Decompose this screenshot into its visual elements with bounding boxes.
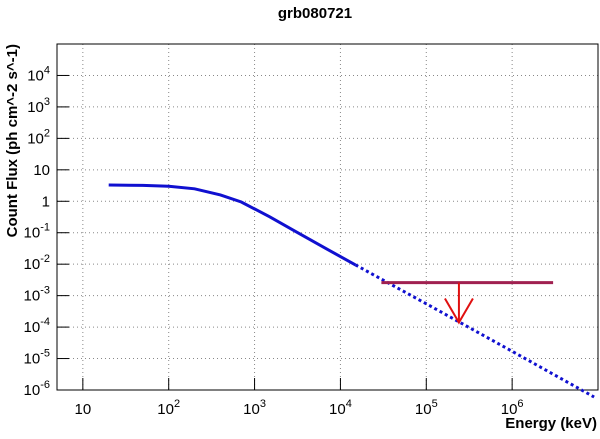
chart-title: grb080721 <box>278 5 352 22</box>
upper-limit-arrowhead <box>444 297 474 325</box>
y-tick-label: 10-1 <box>24 222 50 242</box>
y-tick-label: 1 <box>42 193 50 210</box>
y-tick-label: 10-3 <box>24 285 50 305</box>
y-tick-label: 10-5 <box>24 348 50 368</box>
y-tick-label: 10 <box>33 162 50 179</box>
y-tick-label: 104 <box>27 64 50 84</box>
y-tick-label: 103 <box>27 96 50 116</box>
y-tick-label: 10-2 <box>24 253 50 273</box>
x-axis-title: Energy (keV) <box>505 415 597 432</box>
x-tick-label: 104 <box>329 398 352 418</box>
x-tick-label: 106 <box>501 398 524 418</box>
plot-frame <box>56 43 599 391</box>
y-tick-label: 10-6 <box>24 379 50 399</box>
x-tick-label: 105 <box>415 398 438 418</box>
x-tick-label: 102 <box>157 398 180 418</box>
x-tick-label: 10 <box>75 401 92 418</box>
series-line <box>108 183 357 267</box>
y-tick-label: 102 <box>27 127 50 147</box>
y-axis-title: Count Flux (ph cm^-2 s^-1) <box>4 44 21 237</box>
x-tick-label: 103 <box>243 398 266 418</box>
y-tick-label: 10-4 <box>24 316 50 336</box>
